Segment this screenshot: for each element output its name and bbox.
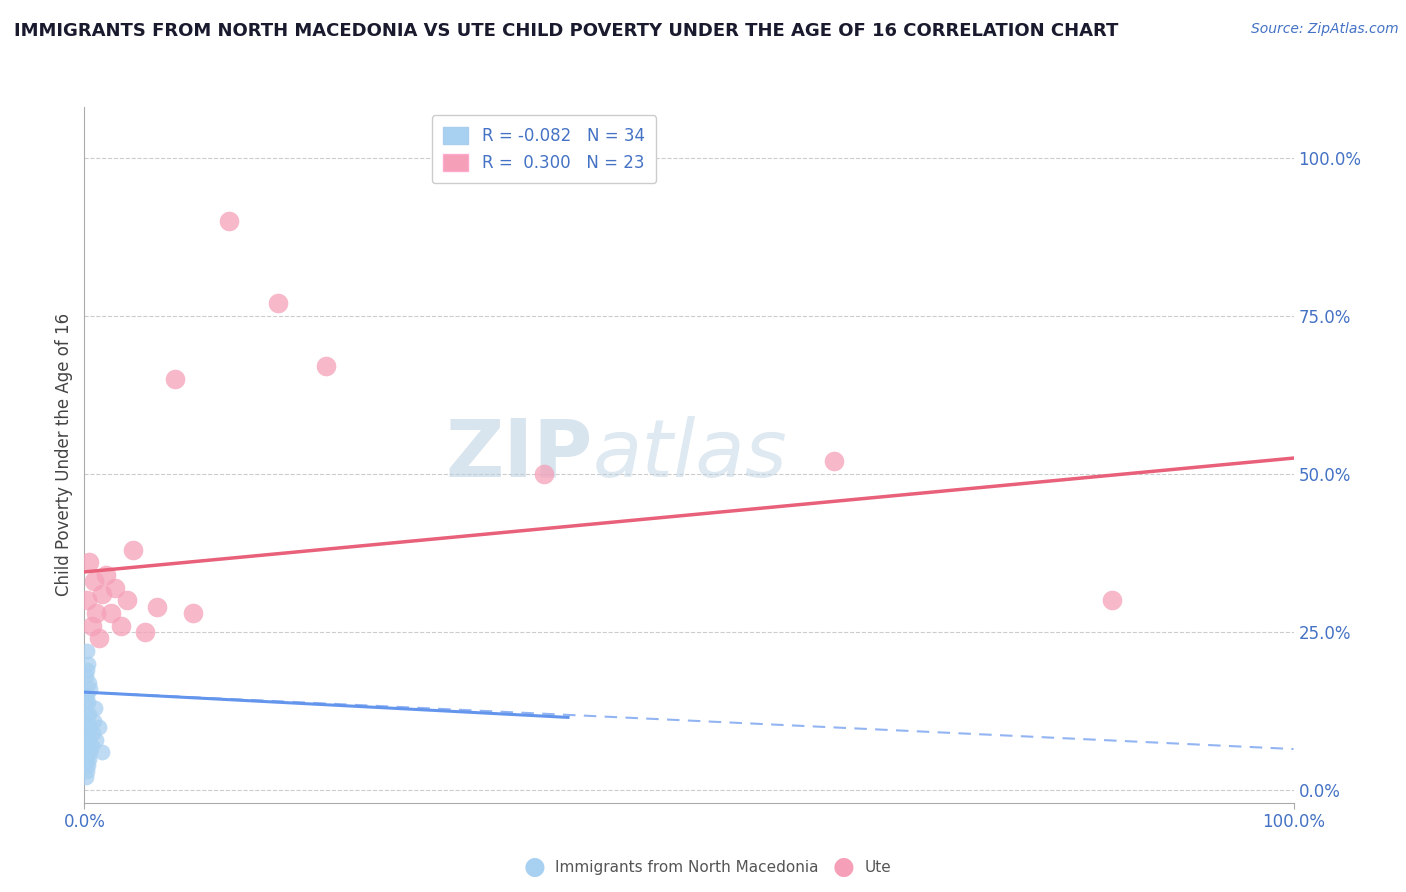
Text: IMMIGRANTS FROM NORTH MACEDONIA VS UTE CHILD POVERTY UNDER THE AGE OF 16 CORRELA: IMMIGRANTS FROM NORTH MACEDONIA VS UTE C… — [14, 22, 1118, 40]
Point — [75, 745, 97, 759]
Point — [77, 695, 100, 709]
Point — [94, 568, 117, 582]
Point — [80, 618, 103, 632]
Point — [134, 625, 156, 640]
Point — [121, 542, 143, 557]
Point — [533, 467, 555, 481]
Point — [76, 751, 98, 765]
Point — [86, 606, 108, 620]
Point — [91, 587, 114, 601]
Text: atlas: atlas — [592, 416, 787, 494]
Point — [75, 771, 97, 785]
Point — [83, 574, 105, 589]
Point — [79, 745, 101, 759]
Point — [82, 726, 104, 740]
Text: Source: ZipAtlas.com: Source: ZipAtlas.com — [1251, 22, 1399, 37]
Point — [267, 296, 290, 310]
Legend: R = -0.082   N = 34, R =  0.300   N = 23: R = -0.082 N = 34, R = 0.300 N = 23 — [432, 115, 657, 184]
Point — [181, 606, 204, 620]
Point — [218, 214, 240, 228]
Point — [77, 657, 100, 671]
Point — [146, 599, 169, 614]
Point — [77, 757, 100, 772]
Point — [100, 606, 122, 620]
Point — [75, 669, 97, 683]
Text: ●: ● — [523, 855, 546, 879]
Point — [76, 714, 98, 728]
Text: ●: ● — [832, 855, 855, 879]
Point — [315, 359, 337, 374]
Point — [87, 720, 110, 734]
Point — [77, 556, 100, 570]
Point — [91, 745, 114, 759]
Point — [87, 632, 110, 646]
Y-axis label: Child Poverty Under the Age of 16: Child Poverty Under the Age of 16 — [55, 313, 73, 597]
Point — [77, 720, 100, 734]
Point — [104, 581, 127, 595]
Point — [823, 454, 845, 468]
Point — [76, 593, 98, 607]
Text: Immigrants from North Macedonia: Immigrants from North Macedonia — [555, 860, 818, 874]
Point — [83, 714, 105, 728]
Point — [76, 732, 98, 747]
Point — [76, 688, 98, 702]
Point — [1101, 593, 1123, 607]
Point — [84, 701, 107, 715]
Point — [79, 681, 101, 696]
Point — [77, 732, 100, 747]
Point — [76, 764, 98, 779]
Point — [76, 644, 98, 658]
Point — [75, 720, 97, 734]
Point — [77, 739, 100, 753]
Point — [76, 663, 98, 677]
Point — [163, 372, 186, 386]
Point — [86, 732, 108, 747]
Text: Ute: Ute — [865, 860, 891, 874]
Point — [75, 732, 97, 747]
Point — [115, 593, 138, 607]
Point — [75, 707, 97, 722]
Point — [110, 618, 132, 632]
Point — [79, 720, 101, 734]
Point — [77, 751, 100, 765]
Point — [80, 739, 103, 753]
Point — [77, 675, 100, 690]
Text: ZIP: ZIP — [444, 416, 592, 494]
Point — [77, 707, 100, 722]
Point — [75, 695, 97, 709]
Point — [75, 757, 97, 772]
